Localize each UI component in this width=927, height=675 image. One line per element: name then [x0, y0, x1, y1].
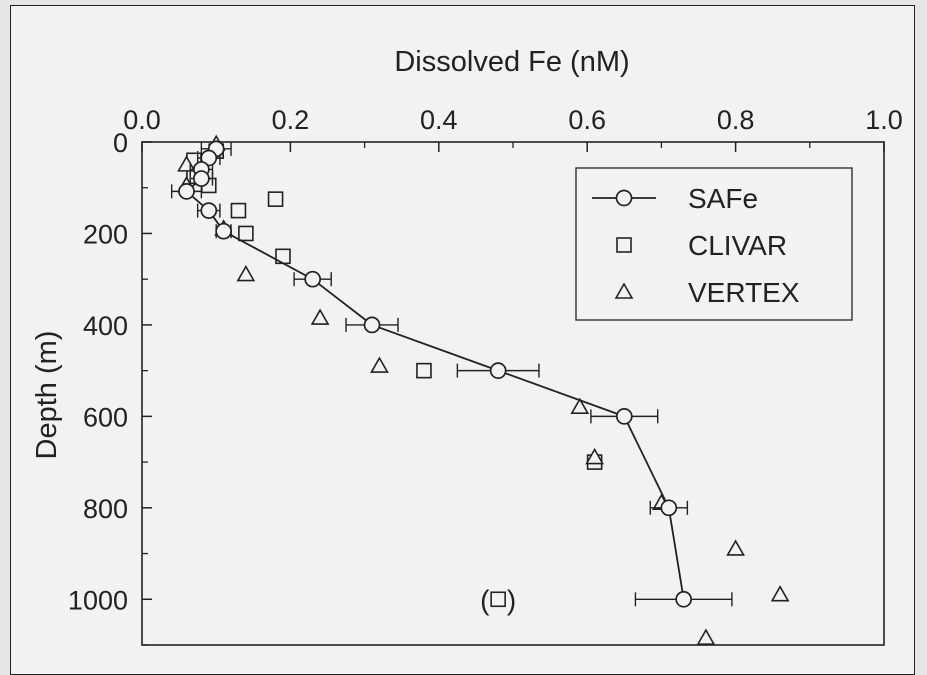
- safe-point: [660, 499, 678, 517]
- vertex-point: [770, 585, 790, 602]
- clivar-point: [238, 225, 254, 242]
- safe-point: [675, 590, 693, 608]
- y-tick-label: 0: [113, 128, 128, 158]
- x-tick-label: 0.8: [717, 105, 755, 135]
- y-tick-label: 200: [83, 219, 128, 249]
- clivar-point: [490, 591, 506, 608]
- annotation-text: ): [507, 584, 516, 615]
- safe-point: [200, 149, 218, 167]
- legend-marker-clivar: [616, 237, 632, 253]
- safe-point: [304, 270, 322, 288]
- x-tick-label: 1.0: [865, 105, 903, 135]
- vertex-point: [236, 264, 256, 282]
- vertex-point: [696, 628, 716, 645]
- safe-point: [178, 183, 195, 200]
- legend-marker-vertex: [614, 282, 634, 299]
- safe-point: [200, 202, 218, 219]
- vertex-point: [370, 356, 389, 373]
- legend-marker-safe: [615, 189, 633, 207]
- vertex-point: [726, 539, 745, 556]
- x-axis-title: Dissolved Fe (nM): [394, 46, 629, 78]
- y-tick-label: 600: [83, 402, 128, 432]
- annotation-text: (: [480, 584, 490, 615]
- figure-frame: [10, 5, 915, 675]
- vertex-point: [310, 308, 330, 325]
- legend-label-vertex: VERTEX: [688, 277, 800, 308]
- vertex-point: [585, 447, 604, 465]
- safe-point: [615, 408, 633, 425]
- x-tick-label: 0.6: [568, 105, 606, 135]
- clivar-point: [230, 202, 247, 219]
- y-axis-title: Depth (m): [31, 331, 63, 460]
- legend-label-clivar: CLIVAR: [688, 230, 787, 261]
- x-tick-label: 0.0: [123, 105, 161, 135]
- clivar-point: [267, 191, 284, 207]
- safe-point: [215, 222, 232, 240]
- x-tick-label: 0.4: [420, 105, 458, 135]
- safe-point: [193, 170, 210, 187]
- safe-point: [489, 362, 507, 379]
- y-tick-label: 400: [83, 311, 128, 341]
- plot-area: 0.0 0.2 0.4 0.6 0.8 1.0 0 200 400 600 800 1000 () SAF…: [68, 105, 903, 646]
- y-tick-label: 800: [83, 494, 128, 524]
- vertex-point: [570, 397, 590, 415]
- safe-point: [363, 316, 381, 334]
- legend-label-safe: SAFe: [688, 183, 758, 214]
- x-tick-label: 0.2: [272, 105, 310, 135]
- y-tick-label: 1000: [68, 585, 128, 615]
- clivar-point: [416, 362, 432, 379]
